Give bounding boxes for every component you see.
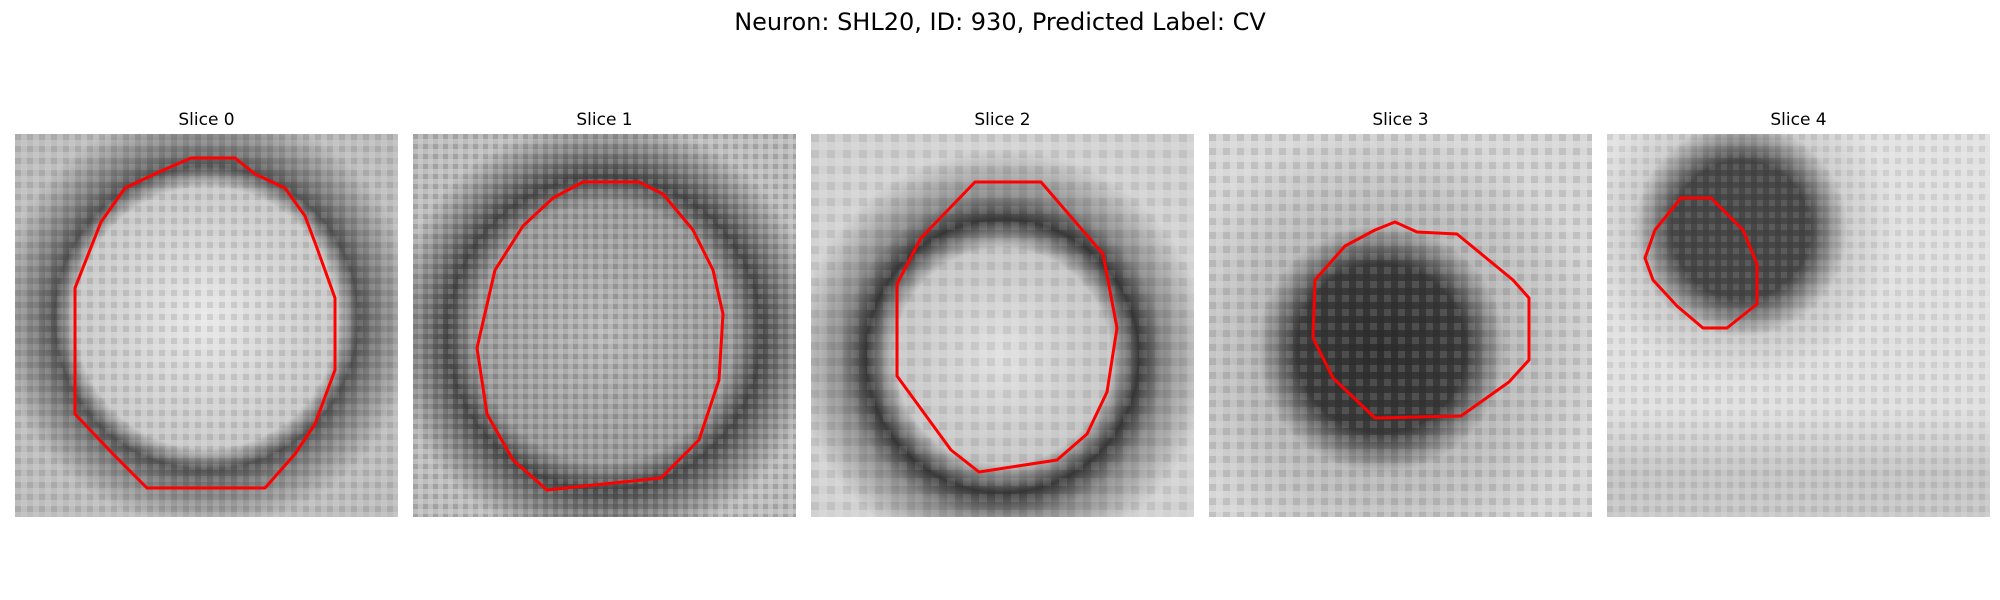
slice-image-4: [1607, 134, 1990, 517]
slice-image-1: [413, 134, 796, 517]
slice-panel-2: Slice 2: [811, 108, 1194, 520]
slice-image-2: [811, 134, 1194, 517]
slice-panel-0: Slice 0: [15, 108, 398, 520]
slice-image-3: [1209, 134, 1592, 517]
figure-title: Neuron: SHL20, ID: 930, Predicted Label:…: [734, 8, 1266, 36]
slice-image-0-svg: [15, 134, 398, 517]
slice-image-1-svg: [413, 134, 796, 517]
contour-0: [73, 156, 337, 490]
slice-title-1: Slice 1: [576, 110, 633, 130]
slice-image-4-svg: [1607, 134, 1990, 517]
contour-1: [475, 180, 725, 492]
slice-image-0: [15, 134, 398, 517]
slice-image-2-svg: [811, 134, 1194, 517]
slice-title-0: Slice 0: [178, 110, 235, 130]
slice-title-2: Slice 2: [974, 110, 1031, 130]
slice-image-3-svg: [1209, 134, 1592, 517]
contour-4: [1643, 196, 1759, 330]
contour-3: [1311, 220, 1531, 420]
contour-2: [895, 180, 1119, 474]
slice-panel-4: Slice 4: [1607, 108, 1990, 520]
slice-title-4: Slice 4: [1770, 110, 1827, 130]
slice-panel-1: Slice 1: [413, 108, 796, 520]
slice-panel-3: Slice 3: [1209, 108, 1592, 520]
slice-title-3: Slice 3: [1372, 110, 1429, 130]
